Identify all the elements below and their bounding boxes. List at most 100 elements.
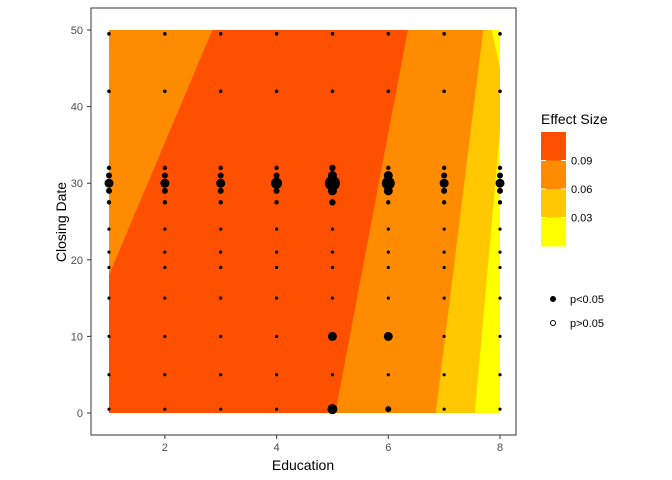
x-tick-label: 8	[497, 442, 503, 454]
legend-points: p<0.05 p>0.05	[550, 294, 604, 330]
data-point	[498, 265, 502, 270]
data-point	[219, 296, 223, 300]
data-point	[163, 227, 167, 231]
data-point	[442, 227, 446, 231]
data-point	[498, 407, 502, 411]
data-point	[274, 407, 279, 411]
data-point	[163, 407, 167, 411]
data-point	[160, 178, 170, 188]
legend-swatch	[541, 189, 566, 218]
data-point	[271, 177, 283, 189]
data-point	[385, 406, 392, 413]
data-point	[330, 265, 335, 270]
data-point	[498, 89, 502, 94]
data-point	[330, 296, 335, 300]
data-point	[442, 265, 446, 270]
data-point	[329, 199, 336, 206]
data-point	[441, 187, 448, 194]
data-point	[219, 227, 223, 231]
data-point	[219, 334, 223, 338]
legend-point-label: p>0.05	[570, 318, 604, 330]
data-point	[386, 32, 391, 36]
data-point	[330, 373, 335, 377]
data-point	[498, 250, 502, 254]
data-point	[163, 334, 167, 338]
data-point	[274, 200, 279, 205]
data-point	[219, 373, 223, 377]
data-point	[217, 172, 224, 179]
data-point	[163, 265, 167, 270]
data-point	[386, 250, 390, 254]
data-point	[218, 32, 223, 36]
data-point	[498, 296, 502, 300]
data-point	[274, 227, 279, 231]
data-point	[442, 373, 446, 377]
legend-swatch	[541, 160, 566, 190]
y-tick-label: 0	[77, 408, 83, 420]
data-point	[104, 178, 114, 188]
data-point	[498, 227, 502, 231]
data-point	[386, 373, 390, 377]
data-point	[274, 334, 279, 338]
effect-size-bands	[109, 30, 500, 413]
legend-swatch	[541, 217, 566, 247]
data-point	[386, 200, 391, 205]
data-point	[107, 227, 111, 231]
y-tick-label: 50	[71, 25, 83, 37]
x-axis: 2 4 6 8	[162, 435, 503, 454]
data-point	[163, 296, 167, 300]
data-point	[106, 165, 112, 171]
data-point	[386, 296, 390, 300]
data-point	[273, 172, 280, 179]
data-point	[107, 334, 111, 338]
data-point	[274, 32, 279, 36]
data-point	[498, 373, 502, 377]
legend: Effect Size 0.09 0.06 0.03 p<0.05 p>0.05	[541, 111, 608, 330]
data-point	[386, 165, 391, 171]
data-point	[386, 265, 390, 270]
data-point	[327, 171, 337, 181]
data-point	[107, 265, 111, 270]
data-point	[162, 165, 168, 171]
legend-swatch	[541, 132, 566, 161]
data-point	[107, 296, 111, 300]
y-axis-title: Closing Date	[53, 182, 69, 262]
data-point	[386, 227, 390, 231]
data-point	[274, 373, 279, 377]
data-point	[163, 250, 167, 254]
data-point	[441, 200, 447, 205]
legend-title: Effect Size	[541, 111, 608, 127]
legend-point-symbol	[550, 320, 556, 326]
data-point	[218, 200, 223, 205]
x-axis-title: Education	[272, 457, 334, 473]
data-point	[219, 250, 223, 254]
data-point	[441, 165, 447, 171]
x-tick-label: 2	[162, 442, 168, 454]
significance-points	[104, 32, 505, 415]
legend-label: 0.03	[571, 213, 592, 225]
legend-color-labels: 0.09 0.06 0.03	[541, 156, 592, 225]
data-point	[381, 176, 395, 190]
y-tick-label: 20	[71, 255, 83, 267]
data-point	[161, 187, 168, 194]
data-point	[162, 200, 168, 205]
data-point	[497, 200, 503, 205]
data-point	[163, 373, 167, 377]
band-yellow-top	[491, 30, 500, 69]
data-point	[330, 250, 335, 254]
data-point	[330, 227, 335, 231]
data-point	[386, 89, 391, 94]
data-point	[106, 200, 112, 205]
x-tick-label: 4	[274, 442, 280, 454]
data-point	[107, 32, 111, 36]
legend-color-bar	[541, 132, 566, 247]
data-point	[442, 89, 446, 94]
data-point	[497, 165, 503, 171]
data-point	[330, 32, 335, 36]
y-tick-label: 10	[71, 331, 83, 343]
band-red	[109, 30, 408, 413]
data-point	[495, 178, 505, 188]
data-point	[383, 171, 393, 181]
data-point	[442, 407, 446, 411]
